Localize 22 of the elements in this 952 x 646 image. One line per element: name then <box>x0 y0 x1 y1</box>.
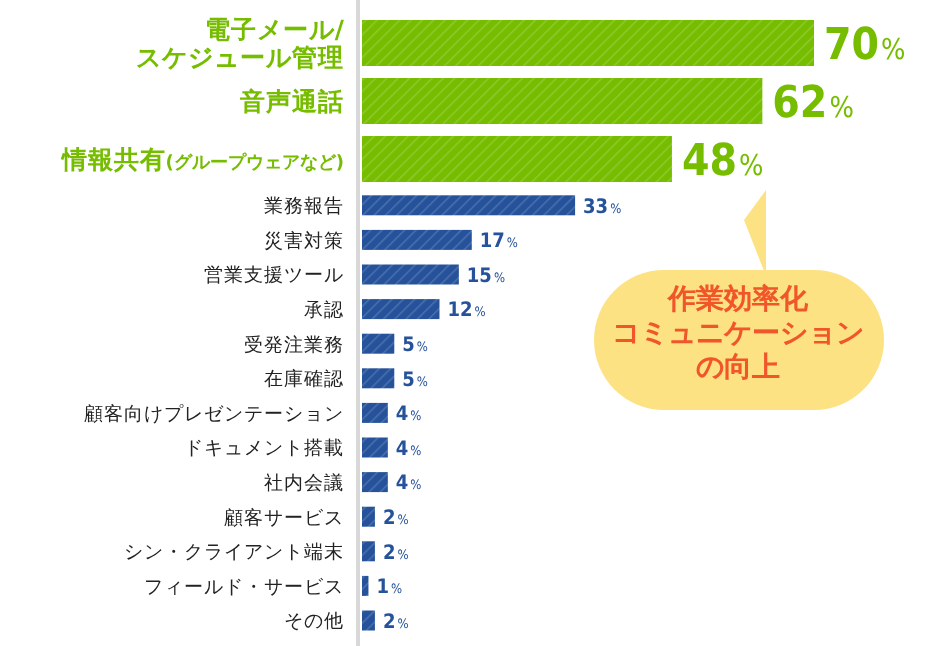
y-tick-label: 災害対策 <box>264 228 344 253</box>
y-tick-label: ドキュメント搭載 <box>184 436 344 461</box>
y-tick-label: 受発注業務 <box>244 332 344 357</box>
y-tick-label: その他 <box>284 609 344 634</box>
y-tick-label: フィールド・サービス <box>144 576 344 599</box>
annotation: コミュニケーション <box>612 318 864 350</box>
data-label: 48% <box>681 136 764 187</box>
y-tick-label: シン・クライアント端末 <box>124 540 344 565</box>
y-tick-label: 業務報告 <box>264 194 344 219</box>
data-label: 70% <box>824 20 906 71</box>
y-tick-label: 顧客向けプレゼンテーション <box>84 401 344 426</box>
y-tick-label: 電子メール/ スケジュール管理 <box>136 13 345 73</box>
y-tick-label: 顧客サービス <box>224 505 344 530</box>
annotation: 作業効率化 <box>666 282 810 316</box>
y-tick-label: 社内会議 <box>264 470 344 495</box>
y-tick-label: 営業支援ツール <box>204 263 344 288</box>
y-tick-label: 在庫確認 <box>264 367 344 392</box>
data-label: 62% <box>772 78 854 129</box>
y-tick-label: 承認 <box>304 297 344 322</box>
y-tick-label: 音声通話 <box>238 86 344 116</box>
annotation: の向上 <box>696 352 780 384</box>
y-tick-label: 情報共有(グループウェアなど) <box>59 144 344 174</box>
